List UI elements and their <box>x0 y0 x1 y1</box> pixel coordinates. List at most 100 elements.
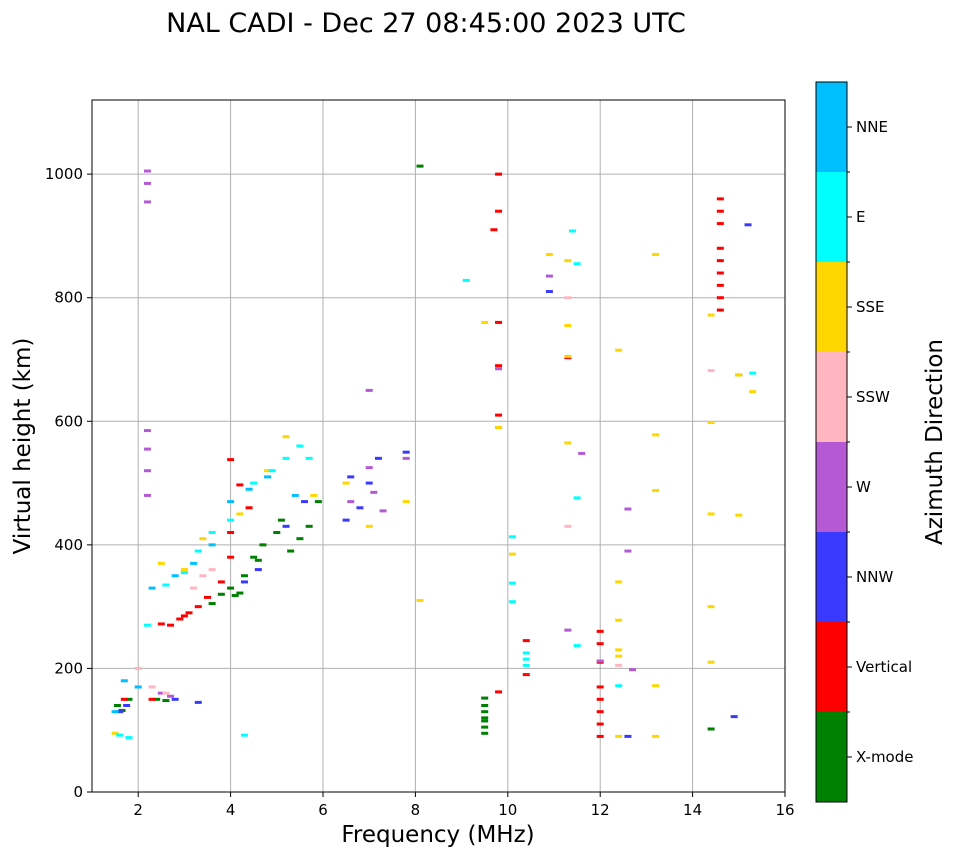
data-point <box>481 716 489 720</box>
data-point <box>171 697 179 701</box>
data-point <box>652 433 660 437</box>
colorbar-tick-label: NNE <box>856 118 888 136</box>
data-point <box>596 642 604 646</box>
data-point <box>208 568 216 572</box>
data-point <box>120 697 128 701</box>
data-point <box>564 628 572 632</box>
colorbar-tick-label: NNW <box>856 568 893 586</box>
data-point <box>254 568 262 572</box>
data-point <box>495 367 503 371</box>
data-point <box>522 657 530 661</box>
data-point <box>522 673 530 677</box>
data-point <box>481 704 489 707</box>
x-tick-label: 2 <box>133 801 143 819</box>
data-point <box>143 429 151 433</box>
data-marks <box>111 164 757 740</box>
data-point <box>356 506 364 510</box>
data-point <box>282 524 290 528</box>
data-point <box>365 466 373 470</box>
colorbar-tick-label: E <box>856 208 865 226</box>
data-point <box>596 710 604 714</box>
data-point <box>522 663 530 667</box>
y-axis-label: Virtual height (km) <box>10 338 36 555</box>
data-point <box>596 629 604 633</box>
data-point <box>305 456 313 460</box>
data-point <box>342 518 350 522</box>
data-point <box>495 209 503 213</box>
data-point <box>250 481 258 485</box>
colorbar-segment <box>816 712 847 802</box>
data-point <box>716 246 724 250</box>
plot-frame <box>91 99 786 793</box>
data-point <box>259 543 267 547</box>
colorbar-label: Azimuth Direction <box>922 339 948 545</box>
data-point <box>236 591 244 595</box>
data-point <box>190 561 198 565</box>
data-point <box>568 229 576 233</box>
data-point <box>194 549 202 553</box>
data-point <box>227 586 235 590</box>
data-point <box>111 731 119 735</box>
data-point <box>208 602 216 606</box>
x-axis: 2 4 6 8 10 12 14 16 <box>133 792 795 819</box>
data-point <box>652 684 660 688</box>
x-tick-label: 16 <box>775 801 794 819</box>
data-point <box>716 283 724 287</box>
data-point <box>254 558 262 562</box>
data-point <box>615 580 623 584</box>
data-point <box>416 598 424 602</box>
x-tick-label: 8 <box>411 801 421 819</box>
data-point <box>522 651 530 655</box>
data-point <box>573 262 581 266</box>
data-point <box>564 259 572 263</box>
data-point <box>240 733 248 737</box>
data-point <box>707 512 715 516</box>
data-point <box>264 475 272 479</box>
data-point <box>185 611 193 615</box>
data-point <box>707 660 715 664</box>
data-point <box>194 605 202 609</box>
data-point <box>180 571 188 575</box>
data-point <box>596 734 604 738</box>
data-point <box>624 734 632 738</box>
data-point <box>481 731 489 735</box>
data-point <box>227 458 235 462</box>
data-point <box>402 450 410 454</box>
data-point <box>180 614 188 618</box>
data-point <box>217 592 225 596</box>
data-point <box>143 623 151 627</box>
data-point <box>716 308 724 312</box>
data-point <box>481 696 489 700</box>
grid-lines <box>92 100 785 792</box>
data-point <box>481 710 489 714</box>
colorbar: X-mode Vertical NNW W SSW SSE E NNE <box>815 81 913 803</box>
data-point <box>624 549 632 553</box>
data-point <box>240 574 248 578</box>
data-point <box>204 595 211 599</box>
data-point <box>143 169 151 173</box>
data-point <box>495 172 503 176</box>
data-point <box>314 500 322 504</box>
y-axis: 0 200 400 600 800 1000 <box>45 165 92 801</box>
data-point <box>134 685 142 689</box>
data-point <box>301 500 309 504</box>
data-point <box>153 697 161 701</box>
data-point <box>707 605 715 609</box>
data-point <box>245 487 253 491</box>
data-point <box>564 324 572 328</box>
data-point <box>268 469 276 473</box>
data-point <box>157 561 165 565</box>
data-point <box>545 252 553 256</box>
data-point <box>162 583 170 587</box>
series-sse <box>111 252 757 738</box>
data-point <box>578 451 586 455</box>
data-point <box>596 659 604 663</box>
data-point <box>143 181 151 185</box>
data-point <box>749 390 757 394</box>
colorbar-tick-label: W <box>856 478 871 496</box>
series-nne <box>111 475 299 714</box>
x-tick-label: 12 <box>591 801 610 819</box>
colorbar-segment <box>816 532 847 622</box>
data-point <box>143 200 151 204</box>
